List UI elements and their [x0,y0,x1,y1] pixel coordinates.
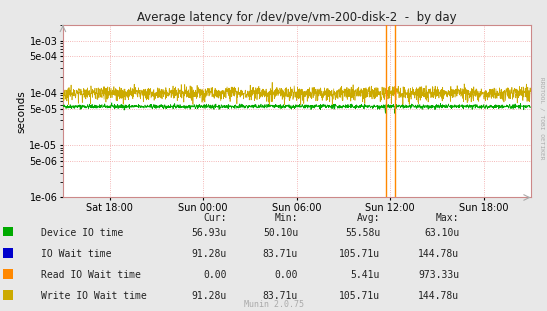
Text: Avg:: Avg: [357,213,380,223]
Text: 0.00: 0.00 [203,270,227,280]
Text: Munin 2.0.75: Munin 2.0.75 [243,300,304,309]
Text: 91.28u: 91.28u [192,291,227,301]
Text: 63.10u: 63.10u [424,228,459,238]
Text: Cur:: Cur: [203,213,227,223]
Text: 144.78u: 144.78u [418,291,459,301]
Text: IO Wait time: IO Wait time [41,249,112,259]
Text: 83.71u: 83.71u [263,291,298,301]
Text: Write IO Wait time: Write IO Wait time [41,291,147,301]
Text: RRDTOOL / TOBI OETIKER: RRDTOOL / TOBI OETIKER [539,77,544,160]
Text: Device IO time: Device IO time [41,228,123,238]
Text: 5.41u: 5.41u [351,270,380,280]
Text: Read IO Wait time: Read IO Wait time [41,270,141,280]
Text: 105.71u: 105.71u [339,249,380,259]
Text: 56.93u: 56.93u [192,228,227,238]
Text: Min:: Min: [275,213,298,223]
Text: 50.10u: 50.10u [263,228,298,238]
Text: 83.71u: 83.71u [263,249,298,259]
Text: 973.33u: 973.33u [418,270,459,280]
Title: Average latency for /dev/pve/vm-200-disk-2  -  by day: Average latency for /dev/pve/vm-200-disk… [137,11,457,24]
Text: 55.58u: 55.58u [345,228,380,238]
Y-axis label: seconds: seconds [16,90,26,132]
Text: 144.78u: 144.78u [418,249,459,259]
Text: 105.71u: 105.71u [339,291,380,301]
Text: 0.00: 0.00 [275,270,298,280]
Text: 91.28u: 91.28u [192,249,227,259]
Text: Max:: Max: [436,213,459,223]
